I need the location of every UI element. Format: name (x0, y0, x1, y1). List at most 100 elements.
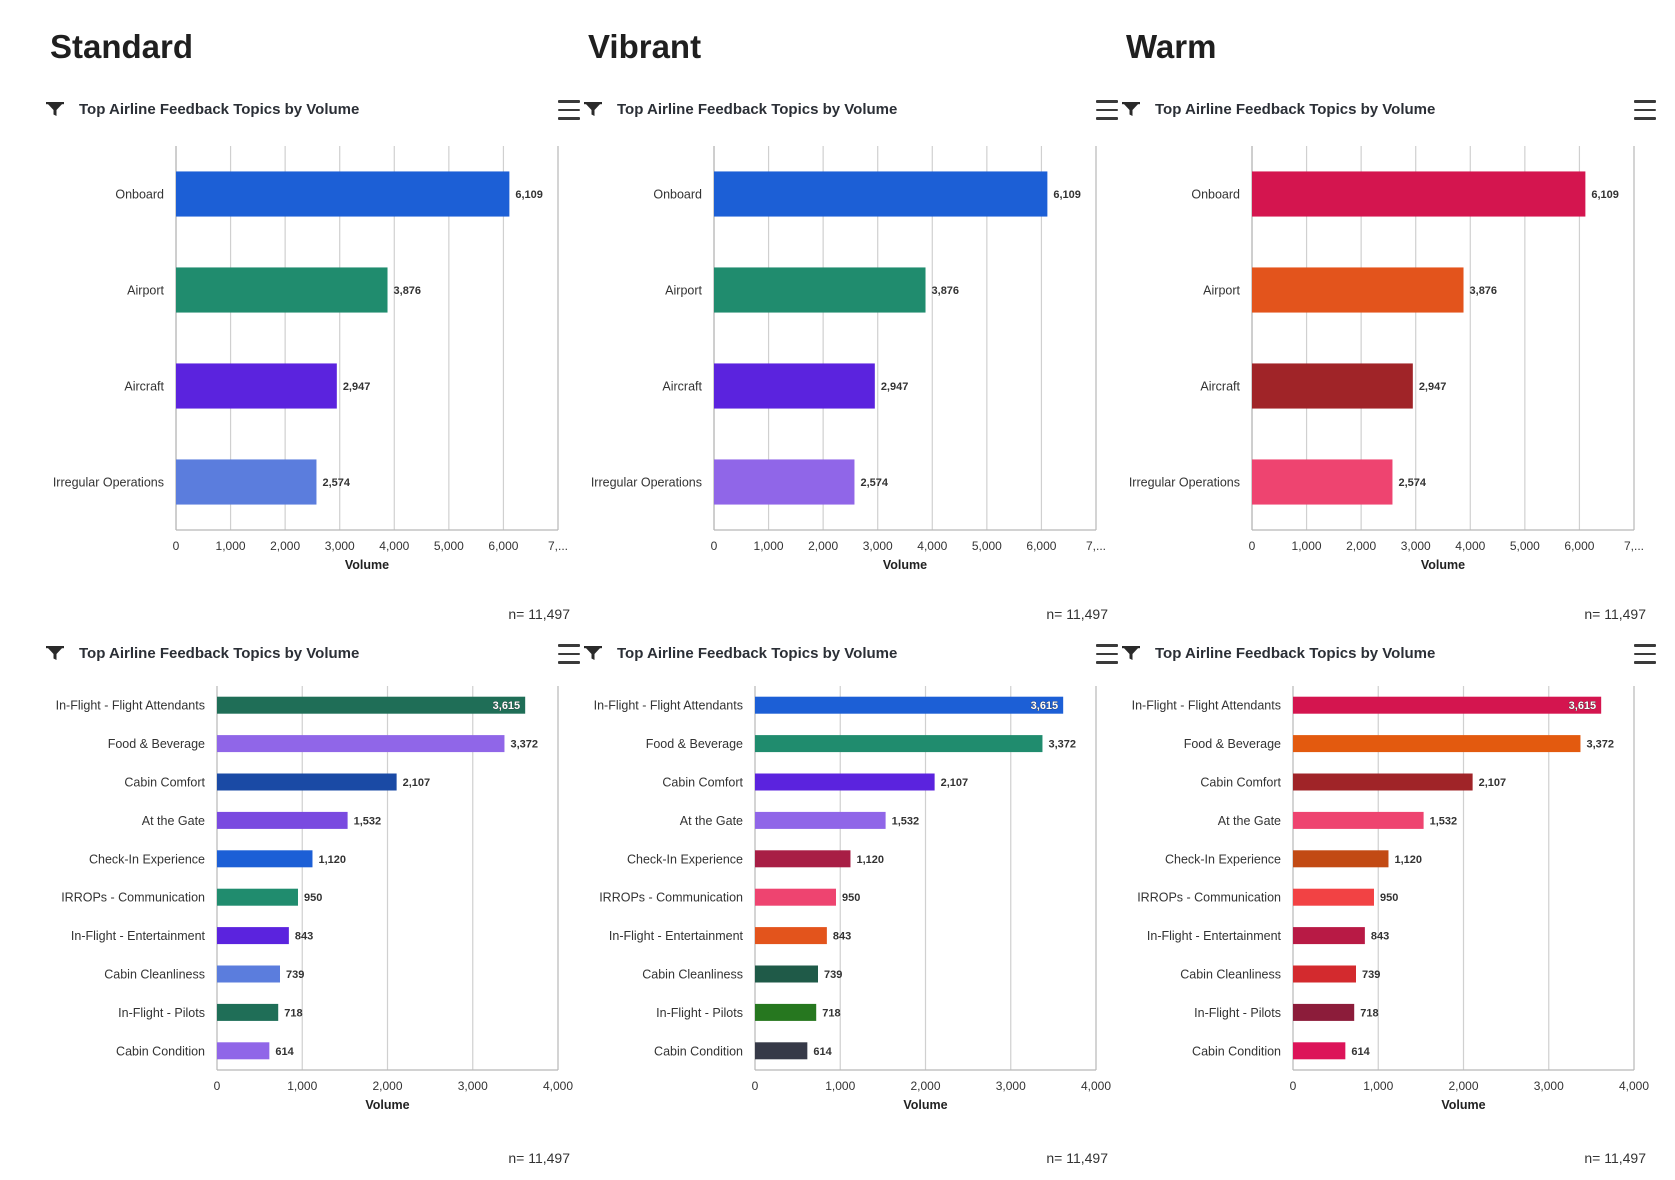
bar[interactable] (714, 459, 855, 505)
bar[interactable] (217, 888, 298, 906)
x-tick-label: 2,000 (808, 539, 838, 553)
filter-icon[interactable] (583, 643, 603, 663)
bar[interactable] (755, 888, 836, 906)
data-label: 843 (295, 931, 313, 943)
bar[interactable] (755, 1003, 817, 1021)
menu-icon[interactable] (558, 98, 580, 122)
bar[interactable] (1293, 1042, 1346, 1060)
x-tick-label: 0 (1290, 1079, 1297, 1093)
x-axis-label: Volume (345, 558, 389, 572)
x-tick-label: 4,000 (379, 539, 409, 553)
panel-header: Top Airline Feedback Topics by Volume (583, 92, 1118, 126)
bar[interactable] (176, 267, 388, 313)
data-label: 3,372 (1048, 739, 1076, 751)
bar[interactable] (714, 171, 1048, 217)
bar[interactable] (755, 965, 818, 983)
category-label: Airport (1203, 284, 1240, 298)
x-tick-label: 3,000 (1401, 539, 1431, 553)
bar[interactable] (176, 171, 510, 217)
bar[interactable] (1293, 735, 1581, 753)
bar[interactable] (1252, 459, 1393, 505)
bar[interactable] (1293, 965, 1356, 983)
filter-icon[interactable] (583, 99, 603, 119)
bar[interactable] (217, 927, 289, 945)
menu-icon[interactable] (1634, 642, 1656, 666)
x-tick-label: 2,000 (1346, 539, 1376, 553)
menu-icon[interactable] (558, 642, 580, 666)
chart-title: Top Airline Feedback Topics by Volume (617, 644, 898, 662)
menu-icon[interactable] (1096, 642, 1118, 666)
bar[interactable] (217, 1042, 270, 1060)
filter-icon[interactable] (45, 99, 65, 119)
bar[interactable] (176, 363, 337, 409)
bar[interactable] (217, 850, 313, 868)
bar[interactable] (1252, 171, 1586, 217)
sample-size-label: n= 11,497 (1584, 606, 1646, 622)
bar[interactable] (217, 696, 526, 714)
chart-title: Top Airline Feedback Topics by Volume (1155, 100, 1436, 118)
bar[interactable] (1293, 773, 1473, 791)
x-tick-label: 2,000 (1448, 1079, 1478, 1093)
chart-panel: Top Airline Feedback Topics by Volume 0 1,… (1121, 636, 1656, 1166)
data-label: 3,876 (1470, 285, 1498, 297)
category-label: Aircraft (1200, 380, 1240, 394)
filter-icon[interactable] (45, 643, 65, 663)
data-label: 1,120 (856, 854, 884, 866)
x-axis-label: Volume (1441, 1098, 1485, 1112)
x-tick-label: 3,000 (996, 1079, 1026, 1093)
data-label: 3,372 (1586, 739, 1614, 751)
bar[interactable] (217, 965, 280, 983)
category-label: Aircraft (124, 380, 164, 394)
menu-icon[interactable] (1096, 98, 1118, 122)
bar[interactable] (1252, 363, 1413, 409)
bar[interactable] (1293, 696, 1602, 714)
category-label: In-Flight - Flight Attendants (56, 699, 205, 713)
bar[interactable] (217, 773, 397, 791)
bar[interactable] (1293, 850, 1389, 868)
bar[interactable] (217, 735, 505, 753)
bar[interactable] (1252, 267, 1464, 313)
x-tick-label: 1,000 (754, 539, 784, 553)
bar[interactable] (1293, 1003, 1355, 1021)
bar[interactable] (176, 459, 317, 505)
category-label: In-Flight - Pilots (118, 1006, 205, 1020)
bar[interactable] (1293, 888, 1374, 906)
x-tick-label: 4,000 (1455, 539, 1485, 553)
bar[interactable] (714, 363, 875, 409)
panel-header: Top Airline Feedback Topics by Volume (45, 636, 580, 670)
sample-size-label: n= 11,497 (508, 606, 570, 622)
bar[interactable] (755, 1042, 808, 1060)
bar[interactable] (755, 696, 1064, 714)
data-label: 3,615 (1569, 700, 1597, 712)
x-tick-label: 3,000 (863, 539, 893, 553)
x-tick-label: 0 (752, 1079, 759, 1093)
chart-title: Top Airline Feedback Topics by Volume (617, 100, 898, 118)
filter-icon[interactable] (1121, 643, 1141, 663)
data-label: 2,574 (1398, 477, 1426, 489)
bar[interactable] (1293, 811, 1424, 829)
bar[interactable] (714, 267, 926, 313)
data-label: 950 (842, 892, 860, 904)
chart-panel: Top Airline Feedback Topics by Volume 0 1,… (1121, 92, 1656, 622)
bar[interactable] (755, 850, 851, 868)
x-tick-label: 5,000 (1510, 539, 1540, 553)
data-label: 3,615 (1031, 700, 1059, 712)
bar[interactable] (217, 811, 348, 829)
x-tick-label: 0 (1249, 539, 1256, 553)
x-axis-label: Volume (903, 1098, 947, 1112)
bar[interactable] (755, 811, 886, 829)
bar[interactable] (755, 773, 935, 791)
bar[interactable] (217, 1003, 279, 1021)
category-label: Food & Beverage (646, 737, 743, 751)
x-tick-label: 4,000 (543, 1079, 573, 1093)
bar[interactable] (1293, 927, 1365, 945)
filter-icon[interactable] (1121, 99, 1141, 119)
bar[interactable] (755, 927, 827, 945)
category-label: Check-In Experience (89, 852, 205, 866)
menu-icon[interactable] (1634, 98, 1656, 122)
category-label: Onboard (653, 188, 702, 202)
data-label: 614 (275, 1046, 294, 1058)
bar-chart: 0 1,000 2,000 3,000 4,000 5,000 6,000 7,... Volu… (53, 146, 568, 572)
bar[interactable] (755, 735, 1043, 753)
category-label: Airport (665, 284, 702, 298)
